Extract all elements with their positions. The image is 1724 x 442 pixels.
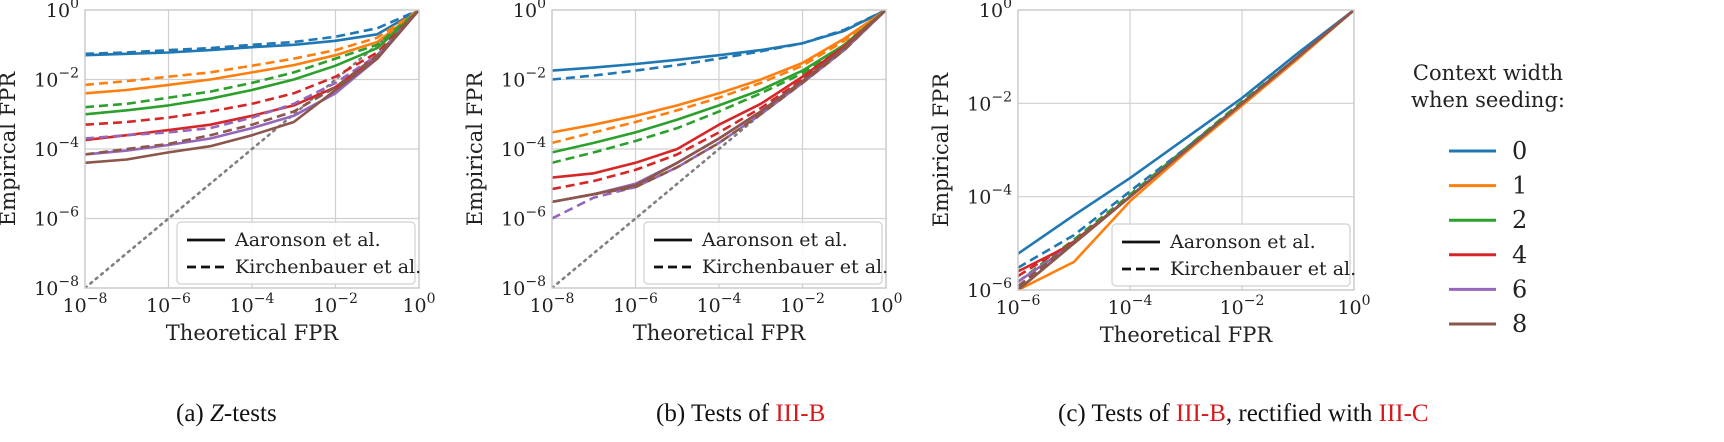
caption-b-ref-link[interactable]: III-B xyxy=(775,400,826,427)
y-axis-label: Empirical FPR xyxy=(0,71,20,227)
method-legend-box xyxy=(1111,223,1351,287)
axes-frame xyxy=(84,9,420,289)
caption-c-ref2-link[interactable]: III-C xyxy=(1378,400,1429,427)
y-tick-label: 100 xyxy=(46,0,79,22)
context-legend-title-line1: Context width xyxy=(1413,61,1563,85)
x-axis-label: Theoretical FPR xyxy=(1100,323,1274,347)
plot-area xyxy=(1018,10,1354,290)
series-line-ctx8-kirchenbauer xyxy=(85,10,419,156)
axes-frame xyxy=(1017,9,1355,291)
x-axis-label: Theoretical FPR xyxy=(633,321,807,345)
context-legend-label-2: 2 xyxy=(1512,206,1527,234)
x-tick-label: 10−8 xyxy=(63,291,108,317)
chart-panel-2: 10−8 10−6 10−4 10−2 100 10−8 10−6 10−4 10−2 100 Th… xyxy=(463,0,903,345)
series-line-ctx1-kirchenbauer xyxy=(552,10,886,145)
y-tick-label: 10−6 xyxy=(34,205,79,231)
method-legend: Aaronson et al. Kirchenbauer et al. xyxy=(643,221,888,285)
chart-panel-3: 10−6 10−4 10−2 100 10−6 10−4 10−2 100 Theoretica… xyxy=(929,0,1371,347)
series-line-ctx0-kirchenbauer xyxy=(552,10,886,81)
x-tick-label: 10−2 xyxy=(313,291,358,317)
series-line-ctx8-aaronson xyxy=(85,10,419,165)
method-legend-label: Aaronson et al. xyxy=(1169,231,1316,253)
method-legend-label: Aaronson et al. xyxy=(234,229,381,251)
series-line-ctx6-kirchenbauer xyxy=(552,10,886,220)
series-line-ctx2-aaronson xyxy=(85,10,419,116)
chart-panel-1: 10−8 10−6 10−4 10−2 100 10−8 10−6 10−4 10−2 100 Th… xyxy=(0,0,436,345)
series-line-ctx6-kirchenbauer xyxy=(85,10,419,140)
plot-area xyxy=(85,10,419,288)
series-line-ctx0-aaronson xyxy=(85,10,419,57)
x-tick-label: 10−2 xyxy=(780,291,825,317)
series-line-ctx4-kirchenbauer xyxy=(85,10,419,126)
method-legend: Aaronson et al. Kirchenbauer et al. xyxy=(176,221,421,285)
y-tick-label: 10−2 xyxy=(34,66,79,92)
y-tick-label: 10−8 xyxy=(34,274,79,300)
caption-c: (c) Tests of III-B, rectified with III-C xyxy=(1058,400,1429,427)
y-tick-label: 10−6 xyxy=(967,276,1012,302)
series-line-ctx1-aaronson xyxy=(85,10,419,95)
x-tick-label: 100 xyxy=(869,291,902,317)
plot-area xyxy=(552,10,886,288)
y-tick-label: 10−6 xyxy=(501,205,546,231)
y-tick-label: 100 xyxy=(513,0,546,22)
y-tick-label: 10−2 xyxy=(501,66,546,92)
x-tick-label: 10−4 xyxy=(697,291,742,317)
x-tick-label: 10−6 xyxy=(996,293,1041,319)
context-width-legend: Context width when seeding: 0 1 2 4 6 8 xyxy=(1411,61,1565,338)
y-tick-label: 10−4 xyxy=(34,135,79,161)
x-tick-label: 10−6 xyxy=(613,291,658,317)
x-tick-label: 10−2 xyxy=(1220,293,1265,319)
method-legend: Aaronson et al. Kirchenbauer et al. xyxy=(1111,223,1356,287)
axes-frame xyxy=(551,9,887,289)
y-tick-label: 10−4 xyxy=(967,183,1012,209)
y-axis-label: Empirical FPR xyxy=(929,72,953,228)
x-axis-label: Theoretical FPR xyxy=(166,321,340,345)
context-legend-label-6: 6 xyxy=(1512,275,1527,303)
series-line-ctx8-kirchenbauer xyxy=(1018,10,1354,288)
series-line-ctx1-aaronson xyxy=(552,10,886,134)
y-tick-label: 100 xyxy=(979,0,1012,22)
method-legend-box xyxy=(176,221,416,285)
method-legend-label: Kirchenbauer et al. xyxy=(235,256,421,278)
series-line-ctx8-kirchenbauer xyxy=(552,10,886,204)
method-legend-box xyxy=(643,221,883,285)
series-line-ctx0-aaronson xyxy=(1018,10,1354,255)
context-legend-label-0: 0 xyxy=(1512,137,1527,165)
y-tick-label: 10−2 xyxy=(967,89,1012,115)
x-tick-label: 100 xyxy=(402,291,435,317)
y-axis-label: Empirical FPR xyxy=(463,71,487,227)
diagonal-reference-line xyxy=(552,10,886,288)
series-line-ctx2-aaronson xyxy=(552,10,886,154)
series-line-ctx2-kirchenbauer xyxy=(1018,10,1354,283)
x-tick-label: 10−8 xyxy=(530,291,575,317)
x-tick-label: 10−4 xyxy=(230,291,275,317)
series-line-ctx4-aaronson xyxy=(552,10,886,179)
series-line-ctx2-kirchenbauer xyxy=(85,10,419,109)
diagonal-reference-line xyxy=(85,10,419,288)
method-legend-label: Kirchenbauer et al. xyxy=(1170,258,1356,280)
series-line-ctx1-kirchenbauer xyxy=(85,10,419,87)
context-legend-label-1: 1 xyxy=(1512,172,1527,200)
series-line-ctx1-aaronson xyxy=(1018,10,1354,290)
caption-a: (a) Z-tests xyxy=(176,400,277,427)
y-tick-label: 10−8 xyxy=(501,274,546,300)
y-tick-label: 10−4 xyxy=(501,135,546,161)
x-tick-label: 100 xyxy=(1337,293,1370,319)
method-legend-label: Aaronson et al. xyxy=(701,229,848,251)
context-legend-label-4: 4 xyxy=(1512,241,1527,269)
caption-b: (b) Tests of III-B xyxy=(656,400,826,427)
method-legend-label: Kirchenbauer et al. xyxy=(702,256,888,278)
caption-c-ref1-link[interactable]: III-B xyxy=(1175,400,1226,427)
context-legend-title-line2: when seeding: xyxy=(1411,88,1565,112)
x-tick-label: 10−4 xyxy=(1108,293,1153,319)
context-legend-label-8: 8 xyxy=(1512,310,1527,338)
x-tick-label: 10−6 xyxy=(146,291,191,317)
